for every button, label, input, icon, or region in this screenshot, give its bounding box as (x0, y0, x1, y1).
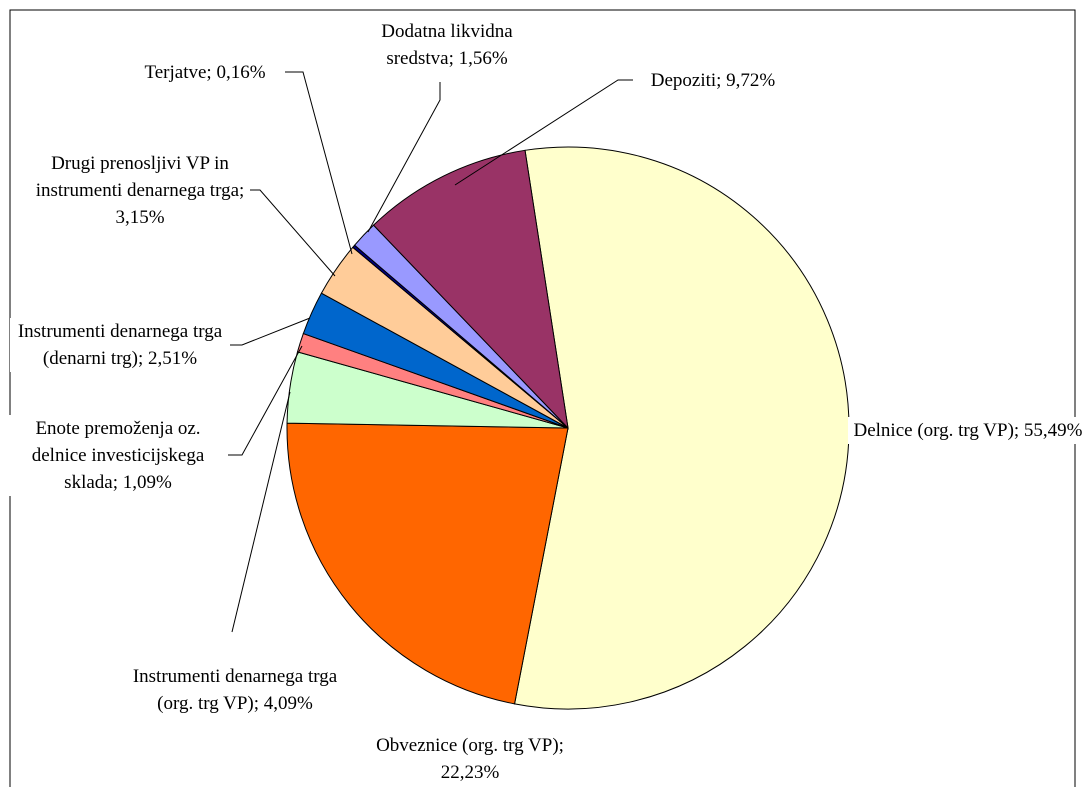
pie-slice (372, 149, 569, 430)
leader-line (228, 317, 311, 346)
data-label: Depoziti; 9,72% (633, 66, 793, 94)
leader-line (283, 71, 353, 255)
leader-line (367, 82, 441, 233)
data-label: Instrumenti denarnega trga (denarni trg)… (10, 318, 230, 372)
data-label: Enote premoženja oz. delnice investicijs… (8, 414, 228, 496)
leader-line (231, 391, 291, 633)
data-label: Obveznice (org. trg VP); 22,23% (370, 732, 570, 786)
data-label: Drugi prenosljivi VP in instrumenti dena… (30, 149, 250, 231)
data-label: Dodatna likvidna sredstva; 1,56% (357, 18, 537, 72)
data-label: Terjatve; 0,16% (125, 58, 285, 86)
data-label: Delnice (org. trg VP); 55,49% (848, 416, 1087, 444)
data-label: Instrumenti denarnega trga (org. trg VP)… (120, 663, 350, 717)
leader-line (228, 345, 303, 456)
leader-line (454, 79, 635, 186)
pie-slice (286, 422, 569, 705)
